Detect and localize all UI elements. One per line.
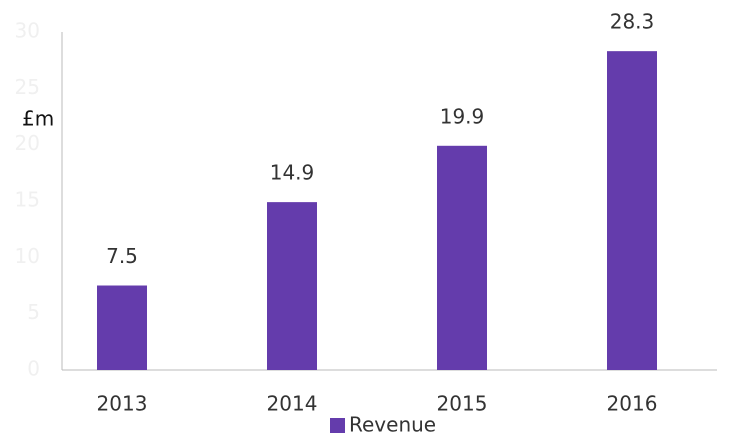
- data-label: 7.5: [106, 244, 138, 268]
- data-label: 28.3: [610, 10, 655, 34]
- x-tick-label: 2014: [267, 392, 318, 416]
- y-tick-label: 20: [15, 131, 40, 155]
- legend-label: Revenue: [349, 413, 436, 435]
- legend-swatch: [330, 418, 345, 433]
- y-tick-label: 10: [15, 244, 40, 268]
- y-tick-label: 5: [27, 300, 40, 324]
- bar: [607, 51, 657, 371]
- data-label: 14.9: [270, 161, 315, 185]
- bar: [97, 285, 147, 370]
- bar: [437, 145, 487, 370]
- x-tick-label: 2016: [607, 392, 658, 416]
- y-axis-label: £m: [22, 107, 54, 131]
- y-tick-label: 25: [15, 75, 40, 99]
- data-label: 19.9: [440, 104, 485, 128]
- x-tick-label: 2015: [437, 392, 488, 416]
- y-tick-label: 0: [27, 357, 40, 381]
- bar: [267, 202, 317, 370]
- y-tick-label: 30: [15, 19, 40, 43]
- y-tick-label: 15: [15, 188, 40, 212]
- x-tick-label: 2013: [97, 392, 148, 416]
